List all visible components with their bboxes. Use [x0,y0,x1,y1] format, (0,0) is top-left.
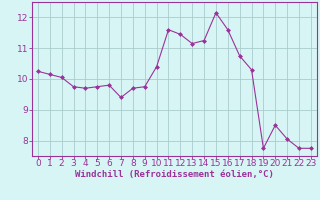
X-axis label: Windchill (Refroidissement éolien,°C): Windchill (Refroidissement éolien,°C) [75,170,274,179]
